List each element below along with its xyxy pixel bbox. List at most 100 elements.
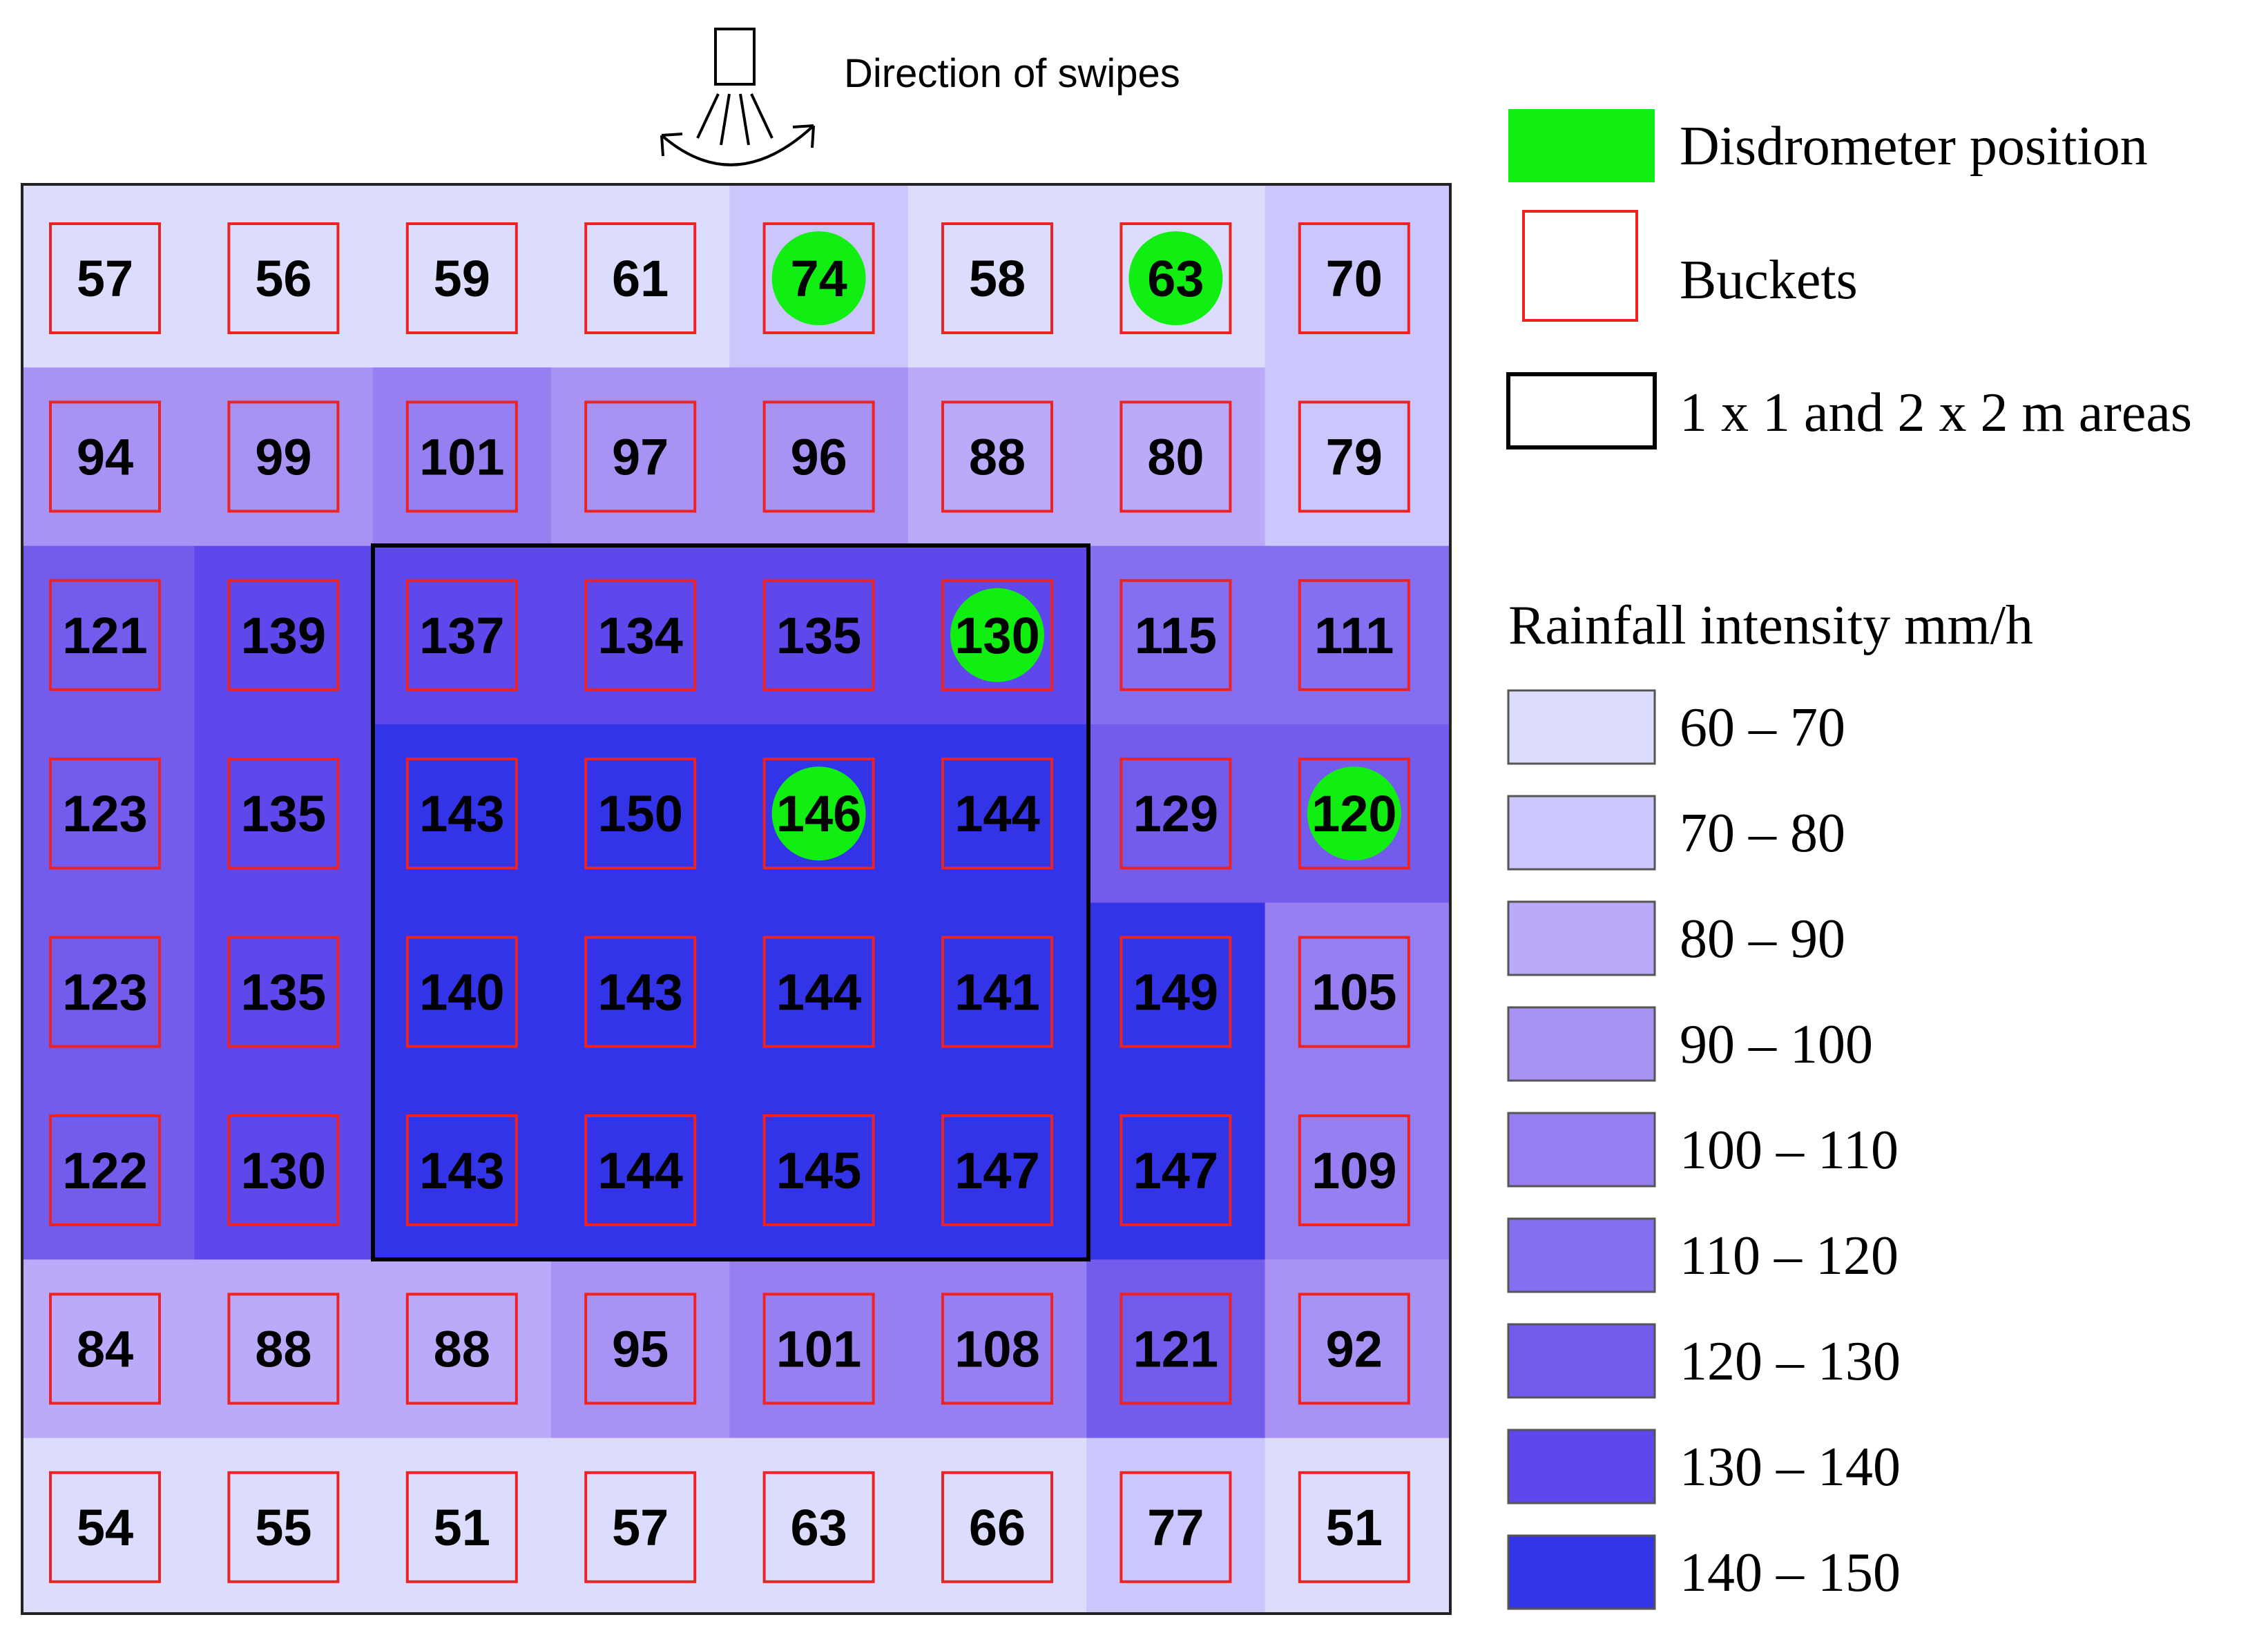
bucket-value: 147 [954, 1142, 1039, 1199]
bucket-value: 88 [969, 428, 1026, 485]
heat-cell [907, 184, 1087, 368]
bucket-value: 135 [776, 607, 861, 664]
legend-class-label: 60 – 70 [1680, 697, 1845, 758]
bucket-value: 88 [434, 1320, 490, 1377]
bucket-value: 121 [1133, 1320, 1218, 1377]
bucket-value: 108 [954, 1320, 1039, 1377]
bucket [762, 936, 875, 1048]
bucket [227, 579, 340, 691]
bucket [584, 579, 697, 691]
bucket [1298, 1471, 1410, 1583]
heat-cell [194, 902, 374, 1082]
bucket-value: 57 [612, 1499, 669, 1556]
legend-area-swatch [1506, 372, 1657, 449]
legend-class-label: 70 – 80 [1680, 803, 1845, 864]
bucket-value: 92 [1326, 1320, 1383, 1377]
legend-disdrometer-swatch [1508, 109, 1655, 182]
bucket [1298, 222, 1410, 334]
heat-cell [194, 367, 374, 547]
heat-cell [1086, 724, 1266, 903]
legend-class-label: 100 – 110 [1680, 1120, 1899, 1181]
bucket-value: 144 [954, 785, 1039, 842]
bucket [1119, 1293, 1232, 1405]
heat-cell [194, 724, 374, 903]
bucket-value: 121 [62, 607, 147, 664]
legend-class-swatch [1507, 689, 1656, 765]
bucket [584, 936, 697, 1048]
bucket [227, 1114, 340, 1226]
swipe-direction-caption: Direction of swipes [844, 51, 1180, 96]
heat-cell [907, 1081, 1087, 1260]
bucket [49, 400, 161, 513]
bucket-value: 99 [255, 428, 311, 485]
bucket-value: 101 [419, 428, 504, 485]
bucket-value: 140 [419, 964, 504, 1021]
bucket [941, 1471, 1053, 1583]
bucket-value: 57 [77, 250, 133, 307]
bucket-value: 147 [1133, 1142, 1218, 1199]
bucket-value: 134 [597, 607, 682, 664]
bucket [941, 1293, 1053, 1405]
heat-cell [1086, 1081, 1266, 1260]
heat-cell [551, 184, 730, 368]
heat-cell [907, 724, 1087, 903]
bucket-value: 51 [1326, 1499, 1383, 1556]
sprinkler-icon [696, 28, 773, 146]
heat-cell [729, 1081, 909, 1260]
heat-cell [194, 1438, 374, 1614]
bucket [49, 936, 161, 1048]
legend-class-swatch [1507, 1217, 1656, 1293]
bucket-value: 130 [954, 607, 1039, 664]
bucket-value: 139 [241, 607, 326, 664]
bucket [1298, 1114, 1410, 1226]
bucket [941, 400, 1053, 513]
bucket [49, 1293, 161, 1405]
bucket-value: 144 [597, 1142, 682, 1199]
heat-cell [729, 1438, 909, 1614]
heat-cell [551, 545, 730, 725]
bucket-value: 135 [241, 964, 326, 1021]
heat-cell [551, 902, 730, 1082]
heat-cell [551, 724, 730, 903]
bucket [1298, 757, 1410, 870]
bucket [405, 579, 518, 691]
legend-class-label: 110 – 120 [1680, 1226, 1899, 1286]
bucket-value: 54 [77, 1499, 133, 1556]
bucket [49, 1471, 161, 1583]
bucket [405, 1471, 518, 1583]
heat-cell [907, 1438, 1087, 1614]
disdrometer [950, 588, 1044, 682]
bucket-value: 79 [1326, 428, 1383, 485]
bucket [1298, 400, 1410, 513]
bucket-value: 130 [241, 1142, 326, 1199]
legend-bucket-swatch [1522, 210, 1638, 322]
heat-cell [1086, 1438, 1266, 1614]
bucket [405, 1114, 518, 1226]
bucket-value: 141 [954, 964, 1039, 1021]
bucket [405, 1293, 518, 1405]
heatmap-cells [22, 184, 1451, 1614]
heat-cell [729, 545, 909, 725]
bucket-value: 55 [255, 1499, 311, 1556]
heat-cell [1265, 367, 1451, 547]
bucket [941, 222, 1053, 334]
bucket [227, 1293, 340, 1405]
legend-areas-label: 1 x 1 and 2 x 2 m areas [1680, 383, 2192, 443]
legend-class-label: 120 – 130 [1680, 1331, 1901, 1392]
bucket [762, 400, 875, 513]
bucket [405, 757, 518, 870]
bucket-value: 59 [434, 250, 490, 307]
bucket [941, 757, 1053, 870]
plot-frame [21, 183, 1452, 1615]
bucket-value: 63 [1147, 250, 1204, 307]
heat-cell [729, 367, 909, 547]
swipe-arrow-right-head-icon [792, 124, 815, 148]
bucket [1119, 1471, 1232, 1583]
bucket-value: 150 [597, 785, 682, 842]
disdrometer [1307, 766, 1401, 861]
bucket-value: 96 [790, 428, 847, 485]
bucket [941, 1114, 1053, 1226]
heat-cell [1265, 545, 1451, 725]
bucket [762, 1471, 875, 1583]
bucket-value: 56 [255, 250, 311, 307]
